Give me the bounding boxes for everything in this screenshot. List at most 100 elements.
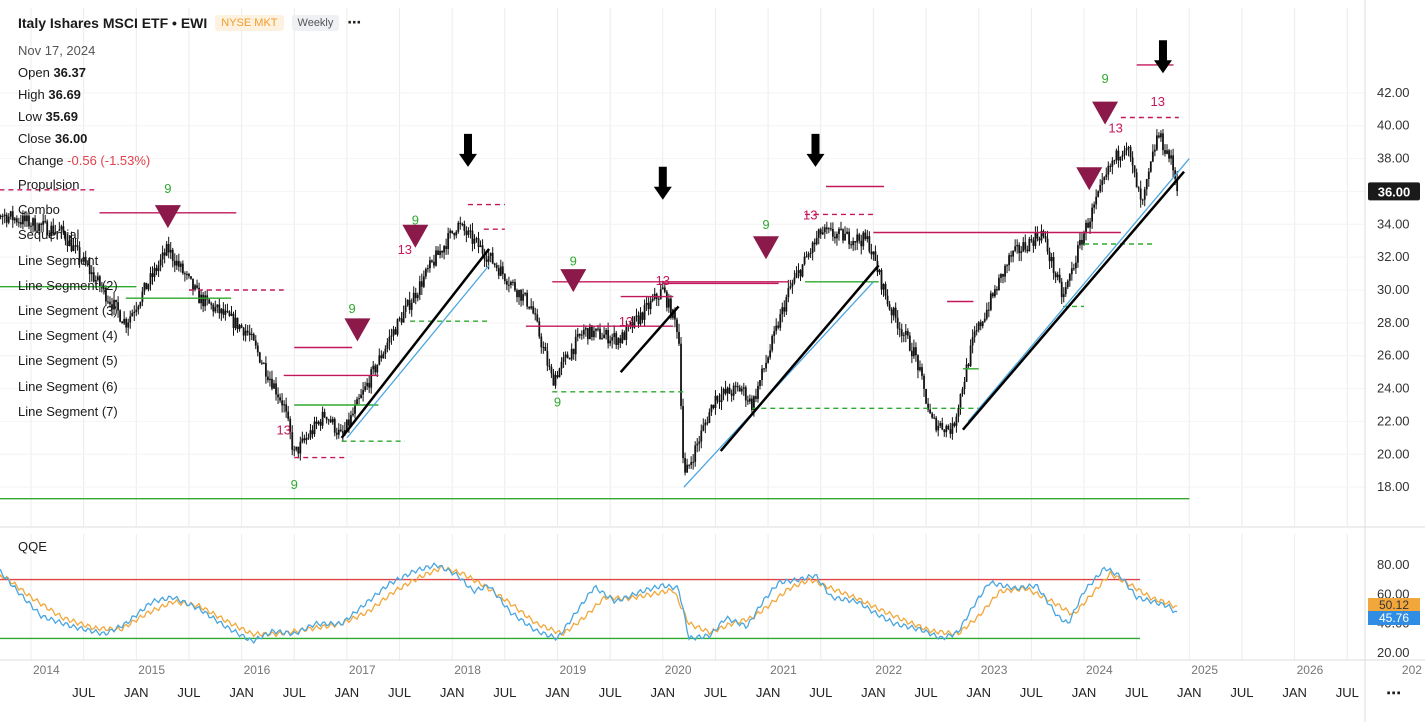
candle-body	[382, 353, 385, 359]
candle-body	[477, 238, 480, 248]
candle-body	[159, 259, 162, 266]
candle-body	[538, 321, 541, 337]
candle-body	[684, 458, 686, 473]
candle-body	[479, 245, 482, 248]
instrument-title[interactable]: Italy Ishares MSCI ETF • EWI	[18, 14, 208, 31]
candle-body	[740, 388, 743, 392]
candle-body	[262, 363, 265, 365]
candle-body	[848, 231, 850, 245]
candle-body	[366, 382, 369, 387]
candle-body	[327, 419, 330, 421]
candle-body	[834, 236, 836, 239]
sequential-count-label: 13	[619, 314, 633, 329]
candle-body	[487, 256, 490, 262]
bar-date: Nov 17, 2024	[18, 43, 96, 58]
candle-body	[827, 228, 830, 230]
candle-body	[512, 281, 514, 283]
candle-body	[3, 214, 6, 217]
candle-body	[309, 430, 312, 438]
candle-body	[1044, 236, 1047, 239]
candle-body	[633, 316, 636, 328]
candle-body	[76, 245, 79, 248]
candle-body	[418, 281, 421, 295]
candle-body	[860, 240, 863, 247]
candle-body	[1018, 244, 1021, 254]
candle-body	[1002, 273, 1004, 277]
candle-body	[1006, 265, 1008, 267]
study-line-segment-5[interactable]: Line Segment (5)	[18, 353, 118, 369]
candle-body	[398, 318, 401, 320]
candle-body	[206, 295, 209, 300]
candle-body	[917, 355, 919, 371]
price-axis-tick-label: 22.00	[1377, 413, 1410, 428]
candle-body	[161, 252, 164, 260]
candle-body	[635, 315, 638, 317]
candle-body	[129, 316, 132, 323]
candle-body	[11, 211, 14, 221]
study-sequential[interactable]: Sequential	[18, 227, 80, 243]
sell-setup-triangle	[1076, 167, 1103, 191]
study-line-segment-7[interactable]: Line Segment (7)	[18, 403, 118, 419]
candle-body	[1149, 161, 1152, 172]
candle-body	[971, 337, 974, 346]
candle-body	[1026, 249, 1029, 252]
qqe-panel-title[interactable]: QQE	[18, 539, 47, 554]
year-tick-label: 2019	[560, 663, 587, 677]
candle-body	[238, 325, 241, 330]
study-combo[interactable]: Combo	[18, 202, 60, 218]
candle-body	[1151, 151, 1154, 162]
candle-body	[882, 284, 885, 290]
study-line-segment-6[interactable]: Line Segment (6)	[18, 378, 118, 394]
study-line-segment[interactable]: Line Segment	[18, 252, 99, 268]
candle-body	[153, 267, 156, 277]
candle-body	[1170, 155, 1172, 159]
candle-body	[210, 303, 213, 305]
candle-body	[137, 306, 140, 310]
sequential-count-label: 13	[1150, 94, 1164, 109]
candle-body	[755, 396, 757, 399]
candle-body	[548, 365, 551, 367]
candle-body	[892, 307, 895, 316]
candle-body	[1143, 189, 1146, 200]
month-tick-label: JUL	[283, 685, 306, 700]
candle-body	[613, 333, 616, 338]
candle-body	[890, 309, 893, 316]
candle-body	[983, 318, 986, 322]
down-arrow-marker	[1153, 40, 1172, 74]
study-line-segment-2[interactable]: Line Segment (2)	[18, 277, 118, 293]
sell-setup-triangle	[344, 318, 371, 342]
month-tick-label: JUL	[72, 685, 95, 700]
candle-body	[64, 232, 67, 241]
candle-body	[949, 429, 952, 434]
candle-body	[1040, 230, 1043, 241]
candle-body	[315, 421, 318, 424]
candle-body	[44, 221, 47, 223]
candle-body	[50, 225, 53, 236]
candle-body	[1032, 240, 1035, 246]
candle-body	[1162, 133, 1164, 151]
study-line-segment-4[interactable]: Line Segment (4)	[18, 328, 118, 344]
year-tick-label: 2015	[138, 663, 165, 677]
candle-body	[522, 294, 524, 301]
candle-body	[390, 335, 393, 337]
candle-body	[1014, 246, 1017, 251]
study-propulsion[interactable]: Propulsion	[18, 177, 80, 192]
candle-body	[505, 281, 508, 285]
candle-body	[105, 287, 107, 302]
change-row: Change -0.56 (-1.53%)	[18, 150, 150, 172]
study-line-segment-3[interactable]: Line Segment (3)	[18, 303, 118, 319]
candle-body	[595, 328, 597, 331]
candle-body	[981, 321, 984, 327]
candle-body	[779, 314, 782, 328]
candle-body	[714, 395, 717, 408]
timeframe-badge[interactable]: Weekly	[291, 14, 340, 31]
candle-body	[297, 446, 300, 454]
candle-body	[807, 253, 810, 257]
candle-body	[36, 230, 38, 232]
time-axis-more-icon[interactable]: ⋯	[1386, 685, 1402, 702]
more-options-icon[interactable]: ⋯	[347, 14, 363, 30]
candle-body	[139, 302, 142, 307]
sequential-count-label: 13	[398, 242, 412, 257]
candle-body	[678, 331, 680, 344]
